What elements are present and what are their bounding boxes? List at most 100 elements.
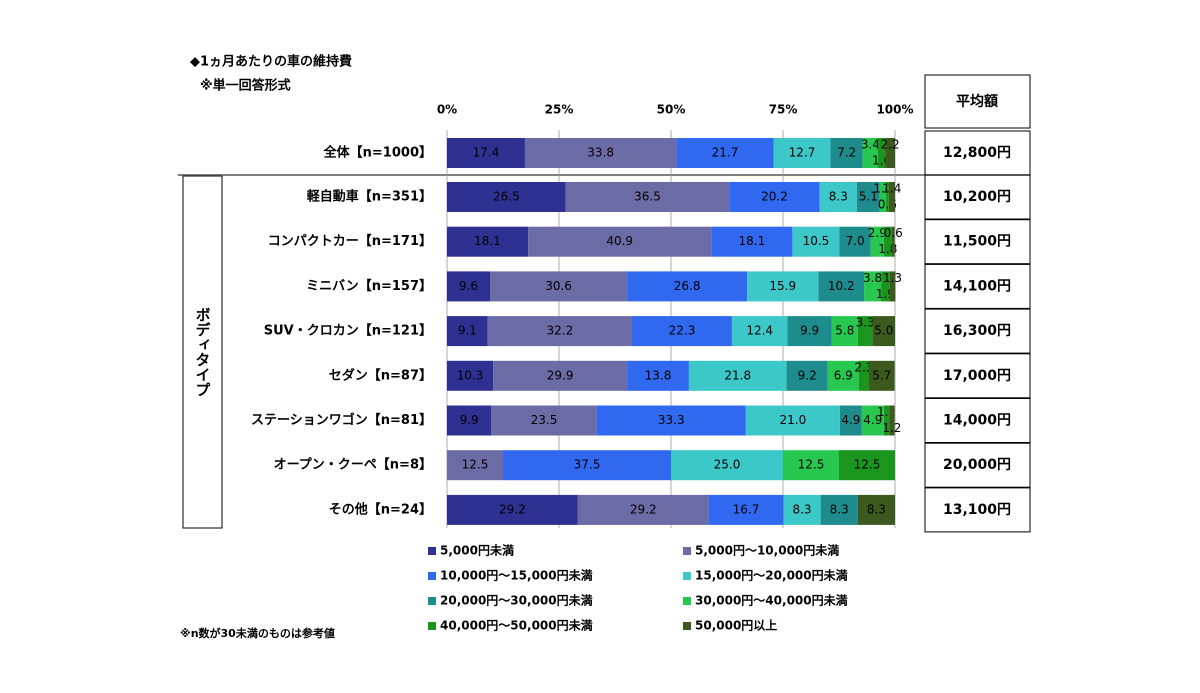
bar-segment — [676, 138, 774, 168]
average-value: 20,000円 — [943, 457, 1011, 473]
bar-segment — [447, 316, 488, 347]
legend-label: 30,000円～40,000円未満 — [695, 593, 848, 608]
bar-segment — [493, 360, 628, 391]
value-label: 32.2 — [547, 324, 574, 338]
group-box — [182, 175, 223, 529]
legend-swatch — [428, 622, 436, 630]
value-label: 23.5 — [531, 413, 558, 427]
legend-swatch — [428, 547, 436, 555]
bar-segment — [889, 405, 895, 436]
average-cell — [924, 353, 1031, 399]
value-label: 12.4 — [746, 324, 773, 338]
average-value: 11,500円 — [943, 234, 1011, 250]
bar-segment — [490, 271, 628, 302]
value-label: 2.9 — [868, 226, 887, 240]
value-label: 21.7 — [712, 146, 739, 160]
bar-segment — [491, 405, 597, 436]
value-label: 12.5 — [798, 458, 825, 472]
value-label: 1.4 — [882, 182, 901, 196]
average-cell — [924, 487, 1031, 533]
value-label: 5.8 — [835, 324, 854, 338]
value-label: 8.3 — [830, 502, 849, 516]
value-label: 9.1 — [458, 324, 477, 338]
bar-segment — [831, 316, 858, 347]
value-label: 37.5 — [574, 458, 601, 472]
bar-segment — [787, 316, 832, 347]
value-label: 5.1 — [859, 190, 878, 204]
group-label: ボディタイプ — [194, 307, 212, 397]
bar-segment — [885, 138, 895, 168]
average-value: 13,100円 — [943, 502, 1011, 518]
average-cell — [924, 174, 1031, 220]
value-label: 10.2 — [828, 279, 855, 293]
footnote: ※n数が30未満のものは参考値 — [180, 626, 335, 640]
bar-segment — [447, 271, 491, 302]
bar-segment — [819, 182, 857, 212]
category-label: SUV・クロカン【n=121】 — [264, 323, 432, 339]
average-header: 平均額 — [956, 93, 998, 110]
bar-segment — [711, 226, 793, 257]
value-label: 29.2 — [499, 502, 526, 516]
bar-segment — [830, 138, 863, 168]
average-header-box — [924, 74, 1031, 129]
legend-label: 40,000円～50,000円未満 — [440, 618, 593, 633]
value-label: 16.7 — [733, 502, 760, 516]
value-label: 21.8 — [724, 368, 751, 382]
value-label: 3.3 — [856, 316, 875, 330]
average-cell — [924, 219, 1031, 265]
category-label: セダン【n=87】 — [329, 367, 432, 383]
value-label: 33.3 — [658, 413, 685, 427]
chart-title: ◆1ヵ月あたりの車の維持費 — [190, 54, 352, 70]
average-value: 10,200円 — [943, 189, 1011, 205]
value-label: 1.2 — [882, 421, 901, 435]
value-label: 5.7 — [872, 368, 891, 382]
value-label: 10.3 — [457, 368, 484, 382]
bar-segment — [856, 182, 880, 212]
bar-segment — [447, 405, 492, 436]
category-label: その他【n=24】 — [329, 501, 432, 517]
bar-segment — [627, 360, 689, 391]
value-label: 4.9 — [841, 413, 860, 427]
average-value: 16,300円 — [943, 323, 1011, 339]
value-label: 30.6 — [545, 279, 572, 293]
average-cell — [924, 442, 1031, 488]
bar-segment — [881, 271, 890, 302]
bar-segment — [883, 405, 890, 436]
value-label: 21.0 — [779, 413, 806, 427]
legend-label: 5,000円～10,000円未満 — [695, 543, 839, 558]
bar-segment — [447, 494, 578, 525]
value-label: 9.2 — [798, 368, 817, 382]
value-label: 9.9 — [460, 413, 479, 427]
bar-segment — [870, 226, 884, 257]
bar-segment — [792, 226, 840, 257]
legend-swatch — [428, 572, 436, 580]
bar-segment — [627, 271, 748, 302]
chart-subtitle: ※単一回答形式 — [200, 78, 291, 94]
value-label: 3.4 — [861, 138, 880, 152]
value-label: 13.8 — [645, 368, 672, 382]
bar-segment — [447, 138, 525, 168]
value-label: 8.3 — [867, 502, 886, 516]
value-label: 12.5 — [854, 458, 881, 472]
bar-segment — [839, 226, 871, 257]
bar-segment — [447, 450, 503, 481]
bar-segment — [857, 494, 895, 525]
value-label: 8.3 — [792, 502, 811, 516]
legend-label: 20,000円～30,000円未満 — [440, 593, 593, 608]
average-value: 17,000円 — [943, 368, 1011, 384]
bar-segment — [891, 226, 895, 257]
bar-segment — [864, 271, 882, 302]
bar-segment — [818, 271, 865, 302]
value-label: 12.5 — [462, 458, 489, 472]
value-label: 26.8 — [674, 279, 701, 293]
value-label: 29.9 — [547, 368, 574, 382]
value-label: 6.9 — [834, 368, 853, 382]
bar-segment — [731, 316, 788, 347]
bar-segment — [632, 316, 732, 347]
bar-segment — [524, 138, 677, 168]
value-label: 7.0 — [846, 234, 865, 248]
legend-label: 5,000円未満 — [440, 543, 514, 558]
x-tick-label: 75% — [769, 103, 798, 117]
